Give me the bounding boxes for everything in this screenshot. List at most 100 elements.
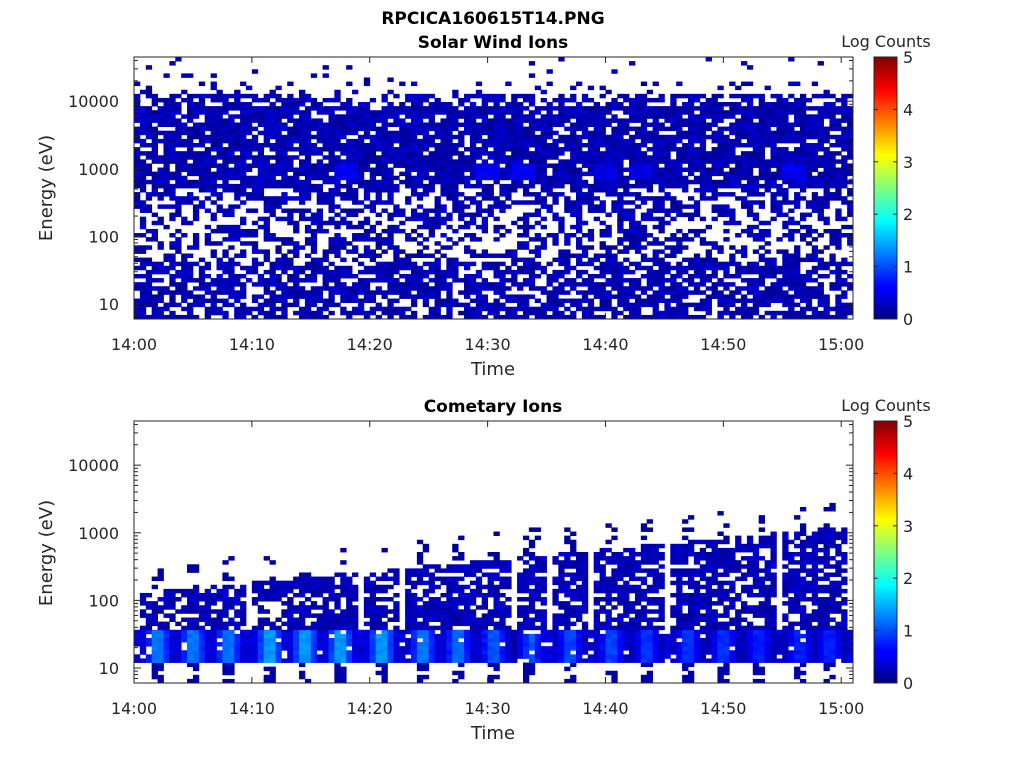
heatmap-cell — [145, 89, 153, 95]
heatmap-cell — [735, 167, 742, 173]
heatmap-cell — [735, 183, 742, 189]
heatmap-cell — [823, 171, 830, 177]
heatmap-cell — [617, 163, 624, 168]
heatmap-cell — [835, 237, 842, 242]
heatmap-cell — [151, 658, 158, 663]
heatmap-cell — [593, 290, 600, 295]
heatmap-cell — [299, 118, 306, 123]
heatmap-cell — [634, 314, 642, 320]
heatmap-cell — [581, 159, 589, 164]
heatmap-cell — [788, 57, 795, 62]
heatmap-cell — [823, 273, 830, 279]
heatmap-cell — [823, 179, 830, 185]
heatmap-cell — [181, 605, 188, 610]
heatmap-cell — [375, 118, 382, 123]
heatmap-cell — [369, 110, 377, 115]
heatmap-cell — [764, 134, 771, 140]
heatmap-cell — [823, 310, 830, 316]
heatmap-cell — [222, 228, 229, 234]
heatmap-cell — [346, 106, 353, 111]
heatmap-cell — [310, 269, 318, 275]
heatmap-cell — [263, 130, 270, 136]
heatmap-cell — [623, 212, 630, 218]
heatmap-cell — [157, 568, 164, 573]
heatmap-cell — [134, 126, 141, 132]
heatmap-cell — [281, 155, 288, 160]
heatmap-cell — [145, 601, 153, 606]
heatmap-cell — [381, 273, 388, 279]
heatmap-cell — [617, 273, 624, 279]
heatmap-cell — [587, 155, 595, 160]
heatmap-cell — [634, 224, 642, 230]
heatmap-cell — [175, 314, 182, 320]
heatmap-cell — [799, 155, 807, 160]
heatmap-cell — [493, 298, 500, 304]
heatmap-cell — [640, 216, 648, 222]
heatmap-cell — [340, 126, 347, 132]
heatmap-cell — [629, 200, 636, 205]
heatmap-cell — [835, 233, 842, 238]
heatmap-cell — [511, 183, 518, 189]
heatmap-cell — [346, 196, 353, 201]
heatmap-cell — [328, 142, 335, 148]
heatmap-cell — [664, 171, 671, 177]
heatmap-cell — [605, 89, 612, 95]
heatmap-cell — [469, 273, 477, 279]
heatmap-cell — [328, 273, 335, 279]
heatmap-cell — [570, 134, 577, 140]
heatmap-cell — [835, 286, 842, 291]
heatmap-cell — [381, 147, 388, 152]
heatmap-cell — [629, 102, 636, 107]
heatmap-cell — [788, 175, 795, 181]
heatmap-cell — [764, 261, 771, 267]
heatmap-cell — [776, 126, 783, 132]
heatmap-cell — [428, 183, 435, 189]
heatmap-cell — [346, 290, 353, 295]
heatmap-cell — [281, 126, 288, 132]
heatmap-cell — [758, 126, 765, 132]
colorbar-tick-label: 1 — [903, 258, 913, 277]
heatmap-cell — [139, 642, 147, 647]
heatmap-cell — [304, 192, 312, 197]
heatmap-cell — [552, 147, 559, 152]
heatmap-cell — [634, 294, 642, 299]
heatmap-cell — [216, 306, 223, 312]
heatmap-cell — [534, 314, 542, 320]
heatmap-cell — [151, 601, 158, 606]
heatmap-cell — [216, 122, 223, 127]
heatmap-cell — [729, 102, 736, 107]
heatmap-cell — [693, 200, 701, 205]
heatmap-cell — [788, 253, 795, 258]
solar-wind-axes-frame — [133, 56, 854, 320]
heatmap-cell — [334, 93, 341, 99]
heatmap-cell — [811, 253, 819, 258]
heatmap-cell — [764, 294, 771, 299]
heatmap-cell — [629, 245, 636, 250]
heatmap-cell — [517, 122, 524, 127]
heatmap-cell — [181, 196, 188, 201]
heatmap-cell — [481, 126, 488, 132]
heatmap-cell — [587, 306, 595, 312]
heatmap-cell — [522, 306, 530, 312]
heatmap-cell — [711, 273, 718, 279]
heatmap-cell — [711, 204, 718, 209]
heatmap-cell — [587, 273, 595, 279]
heatmap-cell — [464, 314, 471, 320]
heatmap-cell — [605, 298, 612, 304]
heatmap-cell — [770, 200, 777, 205]
heatmap-cell — [776, 147, 783, 152]
heatmap-cell — [746, 282, 754, 287]
heatmap-cell — [222, 183, 229, 189]
heatmap-cell — [799, 126, 807, 132]
heatmap-cell — [134, 204, 141, 209]
heatmap-cell — [151, 674, 158, 680]
heatmap-cell — [699, 228, 707, 234]
heatmap-cell — [275, 314, 282, 320]
heatmap-cell — [776, 237, 783, 242]
heatmap-cell — [157, 278, 164, 283]
heatmap-cell — [257, 142, 265, 148]
heatmap-cell — [664, 253, 671, 258]
heatmap-cell — [222, 253, 229, 258]
heatmap-cell — [469, 216, 477, 222]
heatmap-cell — [788, 134, 795, 140]
